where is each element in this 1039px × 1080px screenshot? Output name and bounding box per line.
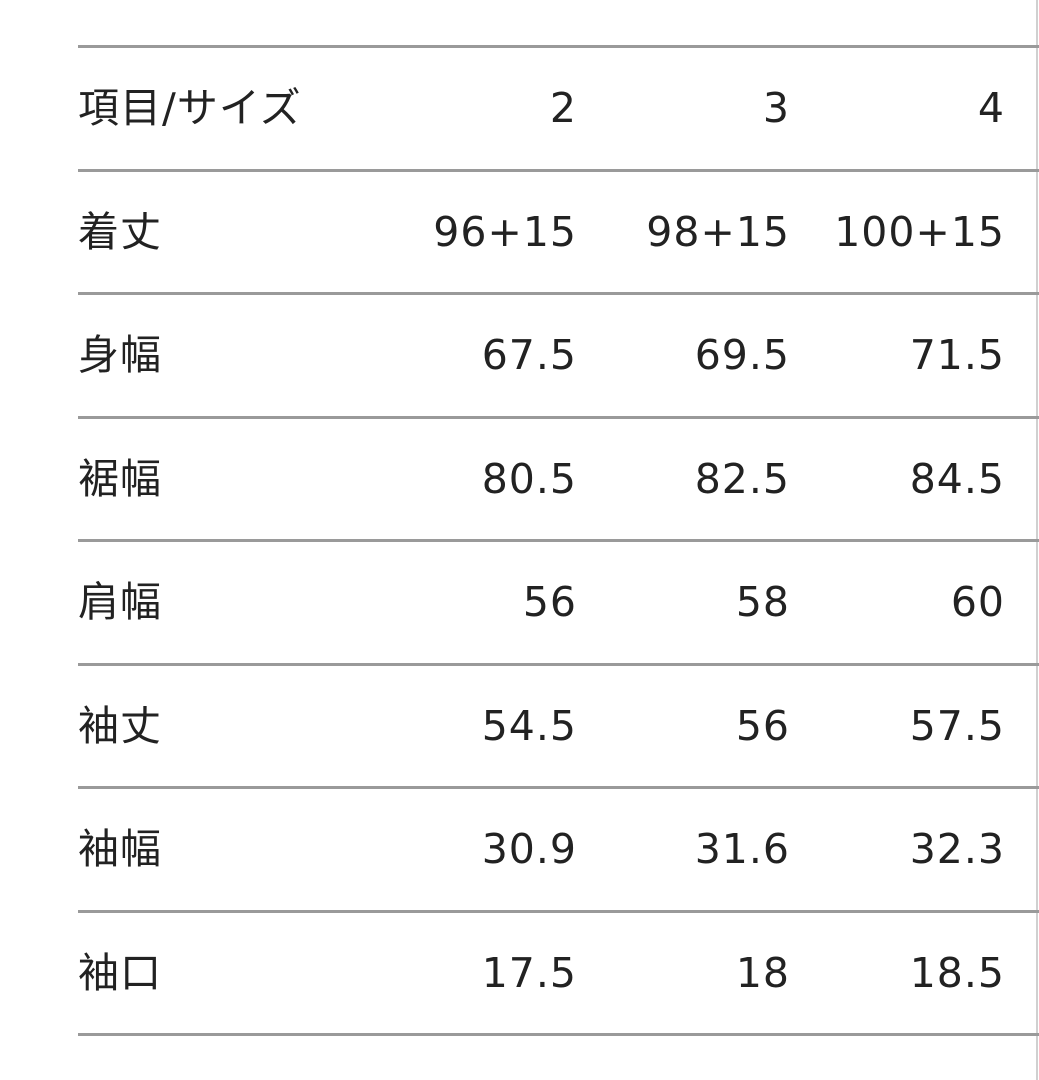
- header-size-3: 3: [762, 84, 790, 132]
- table-row: 袖幅 30.9 31.6 32.3: [78, 786, 1039, 910]
- size-value: 57.5: [909, 701, 1005, 750]
- row-label: 肩幅: [78, 578, 162, 626]
- size-value: 31.6: [694, 825, 790, 873]
- row-label: 着丈: [78, 207, 162, 256]
- row-label: 裾幅: [78, 454, 162, 503]
- table-header-row: 項目/サイズ 2 3 4: [78, 45, 1039, 169]
- header-item-size: 項目/サイズ: [78, 84, 302, 132]
- size-value: 71.5: [909, 331, 1005, 379]
- size-value: 18: [735, 948, 790, 997]
- size-value: 80.5: [481, 454, 577, 503]
- size-value: 60: [950, 578, 1005, 626]
- row-label: 身幅: [78, 331, 162, 379]
- size-value: 84.5: [909, 454, 1005, 503]
- size-value: 98+15: [646, 207, 790, 256]
- size-value: 17.5: [481, 948, 577, 997]
- size-value: 82.5: [694, 454, 790, 503]
- size-value: 100+15: [834, 207, 1005, 256]
- size-value: 30.9: [481, 825, 577, 873]
- row-label: 袖幅: [78, 825, 162, 873]
- size-value: 67.5: [481, 331, 577, 379]
- header-size-4: 4: [977, 84, 1005, 132]
- row-label: 袖丈: [78, 701, 162, 750]
- size-value: 32.3: [909, 825, 1005, 873]
- size-value: 56: [735, 701, 790, 750]
- table-row: 袖口 17.5 18 18.5: [78, 909, 1039, 1036]
- size-value: 96+15: [433, 207, 577, 256]
- size-value: 18.5: [909, 948, 1005, 997]
- table-row: 着丈 96+15 98+15 100+15: [78, 168, 1039, 293]
- size-value: 69.5: [694, 331, 790, 379]
- table-row: 裾幅 80.5 82.5 84.5: [78, 415, 1039, 540]
- table-row: 袖丈 54.5 56 57.5: [78, 662, 1039, 787]
- row-label: 袖口: [78, 948, 162, 997]
- table-row: 肩幅 56 58 60: [78, 539, 1039, 663]
- size-table: 項目/サイズ 2 3 4 着丈 96+15 98+15 100+15 身幅 67.5 69.…: [78, 45, 1039, 1036]
- header-size-2: 2: [549, 84, 577, 132]
- size-value: 56: [522, 578, 577, 626]
- size-value: 58: [735, 578, 790, 626]
- size-value: 54.5: [481, 701, 577, 750]
- table-row: 身幅 67.5 69.5 71.5: [78, 292, 1039, 416]
